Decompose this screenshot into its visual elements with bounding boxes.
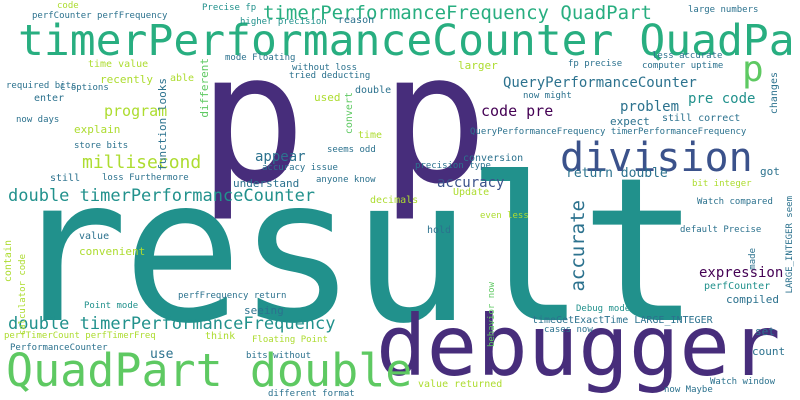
word-now-might: now might xyxy=(523,91,572,101)
word-still: still xyxy=(50,173,81,184)
word-conversion: conversion xyxy=(463,153,524,164)
word-perfTimerCount-perfTimerFreq: perfTimerCount perfTimerFreq xyxy=(4,331,156,341)
word-decimals: decimals xyxy=(370,195,419,206)
word-less-accurate: less accurate xyxy=(652,51,723,61)
word-calculator-code: calculator code xyxy=(18,254,28,336)
word-anyone-know: anyone know xyxy=(316,175,376,185)
word-return-double: return double xyxy=(566,166,668,181)
word-recently: recently xyxy=(100,73,153,86)
word-count: count xyxy=(752,345,786,358)
word-QuadPart-double: QuadPart double xyxy=(6,344,413,397)
word-PerformanceCounter: PerformanceCounter xyxy=(10,343,108,353)
word-QueryPerformanceFrequency-timerPerformanceFrequency: QueryPerformanceFrequency timerPerforman… xyxy=(470,127,747,137)
word-used: used xyxy=(314,91,341,104)
word-convert: convert xyxy=(344,92,355,135)
word-now-Maybe: now Maybe xyxy=(664,385,713,395)
word-double: double xyxy=(355,85,392,96)
word-Update: Update xyxy=(453,187,490,198)
word-seems-odd: seems odd xyxy=(327,145,376,155)
word-understand: understand xyxy=(233,177,300,190)
word-result: result xyxy=(8,135,700,368)
word-store-bits: store bits xyxy=(74,141,129,151)
word-C-options: C options xyxy=(60,83,109,93)
word-even-less: even less xyxy=(480,211,529,221)
word-perfCounter: perfCounter xyxy=(704,281,771,292)
word-required-bits: required bits xyxy=(6,81,77,91)
word-behavior-now: behavior now xyxy=(487,282,497,348)
word-larger: larger xyxy=(458,59,498,72)
word-Precise-fp: Precise fp xyxy=(202,3,257,13)
word-expect: expect xyxy=(610,115,650,128)
word-millisecond: millisecond xyxy=(82,152,202,173)
word-appear: appear xyxy=(255,149,306,165)
word-default-Precise: default Precise xyxy=(680,225,762,235)
word-explain: explain xyxy=(74,123,121,136)
word-perfFrequency-return: perfFrequency return xyxy=(178,291,287,301)
word-without-loss: without loss xyxy=(292,63,358,73)
word-precision-type: precision type xyxy=(415,161,491,171)
word-QueryPerformanceCounter: QueryPerformanceCounter xyxy=(503,75,697,91)
word-perfCounter-perfFrequency: perfCounter perfFrequency xyxy=(32,11,168,21)
word-accurate: accurate xyxy=(567,200,589,292)
word-debugger: debugger xyxy=(376,297,781,395)
word-able: able xyxy=(170,73,195,84)
word-loss-Furthermore: loss Furthermore xyxy=(102,173,189,183)
word-think: think xyxy=(205,331,236,342)
word-still-correct: still correct xyxy=(662,113,741,124)
word-Floating-Point: Floating Point xyxy=(252,335,328,345)
word-time: time xyxy=(358,130,383,141)
word-fp-precise: fp precise xyxy=(568,59,623,69)
word-double-timerPerformanceFrequency: double timerPerformanceFrequency xyxy=(8,314,336,334)
word-p-small: p xyxy=(742,49,764,90)
word-convenient: convenient xyxy=(79,245,146,258)
word-p-large-right: p xyxy=(380,15,489,224)
word-p-large-left: p xyxy=(198,15,307,224)
word-accuracy: accuracy xyxy=(437,175,505,191)
word-contain: contain xyxy=(3,240,14,283)
word-expression: expression xyxy=(699,265,784,281)
word-bit-integer: bit integer xyxy=(692,179,752,189)
word-Debug-mode: Debug mode xyxy=(576,304,631,314)
word-program: program xyxy=(104,102,168,120)
word-different: different xyxy=(198,58,211,118)
word-time-value: time value xyxy=(88,59,149,70)
word-timerPerformanceFrequency-QuadPart: timerPerformanceFrequency QuadPart xyxy=(263,2,652,24)
word-seeing: seeing xyxy=(244,304,284,317)
word-set: set xyxy=(755,325,775,338)
word-higher-precision: higher precision xyxy=(240,17,327,27)
word-got: got xyxy=(760,165,780,178)
word-different-format: different format xyxy=(268,389,355,399)
word-enter: enter xyxy=(34,93,65,104)
word-value-returned: value returned xyxy=(418,379,503,390)
word-tried-deducting: tried deducting xyxy=(289,71,371,81)
word-LARGE_INTEGER-seem: LARGE_INTEGER seem xyxy=(785,196,795,294)
word-reason: reason xyxy=(338,15,375,26)
word-Watch-window: Watch window xyxy=(710,377,776,387)
word-value: value xyxy=(79,231,110,242)
word-division: division xyxy=(560,135,753,181)
word-double-timerPerformanceCounter: double timerPerformanceCounter xyxy=(8,186,316,206)
word-use: use xyxy=(150,347,174,362)
word-large-numbers: large numbers xyxy=(688,5,759,15)
word-problem: problem xyxy=(620,99,680,115)
word-Watch-compared: Watch compared xyxy=(697,197,773,207)
word-changes: changes xyxy=(769,72,780,115)
word-hold: hold xyxy=(427,225,452,236)
word-code: code xyxy=(57,1,79,11)
word-function-looks: function looks xyxy=(156,78,169,171)
word-computer-uptime: computer uptime xyxy=(642,61,724,71)
word-accuracy-issue: accuracy issue xyxy=(262,163,338,173)
word-bits-without: bits without xyxy=(246,351,312,361)
word-timerPerformanceCounter-QuadPart: timerPerformanceCounter QuadPart xyxy=(18,16,800,66)
word-Point-mode: Point mode xyxy=(84,301,139,311)
word-timeGetExactTime-LARGE_INTEGER: timeGetExactTime LARGE_INTEGER xyxy=(532,315,713,326)
word-cases-now: cases now xyxy=(544,325,593,335)
word-compiled: compiled xyxy=(726,293,779,306)
word-mode-Floating: mode Floating xyxy=(225,53,296,63)
word-made: made xyxy=(748,248,758,270)
word-pre-code: pre code xyxy=(688,91,756,107)
word-now-days: now days xyxy=(16,115,60,125)
word-code-pre: code pre xyxy=(481,102,554,120)
